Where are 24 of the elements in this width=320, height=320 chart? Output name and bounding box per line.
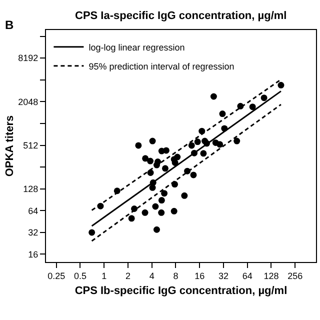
y-tick-label: 512 xyxy=(23,140,38,150)
x-tick-label: 0.25 xyxy=(48,270,66,281)
text: B xyxy=(5,18,14,32)
y-tick-label: 8192 xyxy=(18,53,38,64)
y-tick-label: 2048 xyxy=(18,96,38,107)
x-tick-label: 16 xyxy=(194,270,205,281)
legend-label: 95% prediction interval of regression xyxy=(88,61,234,72)
legend-label: log-log linear regression xyxy=(88,42,185,52)
x-tick-label: 32 xyxy=(218,270,228,281)
x-tick-label: 1 xyxy=(102,270,107,281)
x-tick-label: 64 xyxy=(242,270,252,281)
x-tick-label: 4 xyxy=(149,270,154,281)
x-tick-label: 128 xyxy=(264,270,279,281)
y-tick-label: 64 xyxy=(28,206,38,216)
x-tick-label: 0.5 xyxy=(74,270,86,281)
x-tick-label: 8 xyxy=(173,270,178,281)
x-tick-label: 256 xyxy=(288,270,303,281)
y-tick-label: 16 xyxy=(28,249,38,260)
y-axis-title: OPKA titers xyxy=(4,115,16,177)
x-tick-label: 2 xyxy=(125,270,130,281)
y-tick-label: 128 xyxy=(23,184,38,194)
x-axis-title: CPS Ib-specific IgG concentration, µg/ml xyxy=(74,285,288,297)
text: CPS Ia-specific IgG concentration, µg/ml xyxy=(75,10,287,22)
y-tick-label: 32 xyxy=(28,228,38,238)
